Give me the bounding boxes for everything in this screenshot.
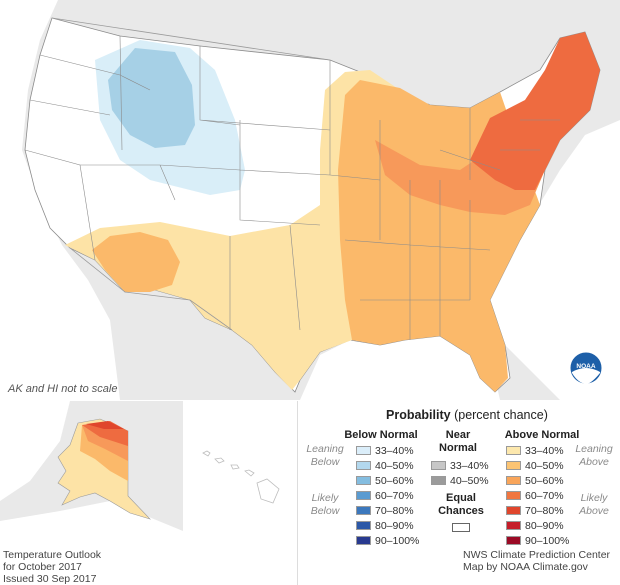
above-normal-swatch xyxy=(506,506,521,515)
state-boundaries xyxy=(24,35,560,340)
above-normal-row: 40–50% xyxy=(506,459,564,472)
above-normal-swatch xyxy=(506,461,521,470)
near-normal-row: 33–40% xyxy=(431,459,489,472)
below-normal-row: 90–100% xyxy=(356,534,419,547)
hawaii-islands xyxy=(202,450,280,504)
above-normal-label: 60–70% xyxy=(525,489,564,502)
below-normal-label: 40–50% xyxy=(375,459,414,472)
above-normal-label: 80–90% xyxy=(525,519,564,532)
pacific-ocean xyxy=(0,0,120,400)
above-normal-swatch xyxy=(506,521,521,530)
below-normal-label: 50–60% xyxy=(375,474,414,487)
above-normal-label: 90–100% xyxy=(525,534,570,547)
above-normal-row: 50–60% xyxy=(506,474,564,487)
below-normal-label: 80–90% xyxy=(375,519,414,532)
footer-right: NWS Climate Prediction Center Map by NOA… xyxy=(463,549,610,573)
near-normal-swatch xyxy=(431,476,446,485)
likely-above-label: Likely Above xyxy=(579,492,609,517)
footer-left-line2: for October 2017 xyxy=(3,561,82,573)
below-normal-swatch xyxy=(356,491,371,500)
below-normal-heading: Below Normal xyxy=(344,429,418,441)
below-normal-label: 33–40% xyxy=(375,444,414,457)
above-normal-row: 90–100% xyxy=(506,534,569,547)
legend-title-bold: Probability xyxy=(386,408,451,422)
near-normal-heading: Near Normal xyxy=(438,429,478,455)
mexico-border xyxy=(69,247,233,331)
equal-chances-label-2: Chances xyxy=(438,505,484,517)
below-normal-swatch xyxy=(356,446,371,455)
hawaii-inset xyxy=(185,401,295,544)
near-normal-label: 40–50% xyxy=(450,474,489,487)
leaning-above-label: Leaning Above xyxy=(575,443,613,468)
alaska-inset xyxy=(0,401,183,544)
atlantic-ocean xyxy=(485,120,620,400)
gulf-of-mexico xyxy=(300,332,500,400)
footer-right-line2: Map by NOAA Climate.gov xyxy=(463,561,588,573)
legend-title-rest: (percent chance) xyxy=(454,408,548,422)
below-normal-row: 60–70% xyxy=(356,489,414,502)
below-normal-row: 50–60% xyxy=(356,474,414,487)
above-33-40-region-west xyxy=(65,70,400,390)
above-40-50-region-southwest xyxy=(92,232,180,292)
leaning-below-label: Leaning Below xyxy=(306,443,344,468)
above-normal-label: 40–50% xyxy=(525,459,564,472)
above-normal-label: 70–80% xyxy=(525,504,564,517)
footer-left-line1: Temperature Outlook xyxy=(3,549,102,561)
above-normal-row: 33–40% xyxy=(506,444,564,457)
above-normal-swatch xyxy=(506,536,521,545)
noaa-logo: NOAA xyxy=(569,351,603,385)
below-40-50-region xyxy=(108,48,195,148)
below-normal-label: 60–70% xyxy=(375,489,414,502)
legend-title: Probability (percent chance) xyxy=(386,408,548,422)
canada-border xyxy=(51,17,331,61)
above-normal-label: 33–40% xyxy=(525,444,564,457)
likely-below-label: Likely Below xyxy=(310,492,340,517)
above-normal-label: 50–60% xyxy=(525,474,564,487)
footer-left: Temperature Outlook for October 2017 Iss… xyxy=(3,549,101,585)
equal-chances-label-1: Equal xyxy=(446,492,476,504)
equal-chances-swatch xyxy=(452,523,470,532)
above-normal-row: 60–70% xyxy=(506,489,564,502)
below-normal-row: 80–90% xyxy=(356,519,414,532)
near-normal-row: 40–50% xyxy=(431,474,489,487)
near-normal-heading-2: Normal xyxy=(439,442,477,454)
above-normal-row: 80–90% xyxy=(506,519,564,532)
near-normal-heading-1: Near xyxy=(445,429,471,441)
near-normal-label: 33–40% xyxy=(450,459,489,472)
below-normal-label: 90–100% xyxy=(375,534,420,547)
above-60-70-region-northeast xyxy=(470,32,600,190)
below-normal-swatch xyxy=(356,506,371,515)
below-normal-swatch xyxy=(356,476,371,485)
alaska-svg xyxy=(0,401,183,544)
noaa-logo-text: NOAA xyxy=(576,363,595,370)
conus-map-svg xyxy=(0,0,620,400)
above-normal-swatch xyxy=(506,476,521,485)
above-normal-swatch xyxy=(506,446,521,455)
above-normal-row: 70–80% xyxy=(506,504,564,517)
footer-left-line3: Issued 30 Sep 2017 xyxy=(3,573,97,585)
scale-note: AK and HI not to scale xyxy=(8,383,118,395)
equal-chances-label: Equal Chances xyxy=(436,492,486,518)
below-normal-label: 70–80% xyxy=(375,504,414,517)
below-normal-row: 70–80% xyxy=(356,504,414,517)
near-normal-swatch xyxy=(431,461,446,470)
below-normal-swatch xyxy=(356,461,371,470)
legend: Probability (percent chance) Below Norma… xyxy=(297,401,620,585)
alaska-ocean xyxy=(0,401,183,544)
below-normal-swatch xyxy=(356,536,371,545)
above-normal-heading: Above Normal xyxy=(504,429,580,441)
below-normal-row: 40–50% xyxy=(356,459,414,472)
conus-map xyxy=(0,0,620,400)
below-normal-swatch xyxy=(356,521,371,530)
footer-right-line1: NWS Climate Prediction Center xyxy=(463,549,611,561)
above-normal-swatch xyxy=(506,491,521,500)
alaska-above-70-80 xyxy=(86,421,124,429)
hawaii-svg xyxy=(202,450,280,504)
below-normal-row: 33–40% xyxy=(356,444,414,457)
